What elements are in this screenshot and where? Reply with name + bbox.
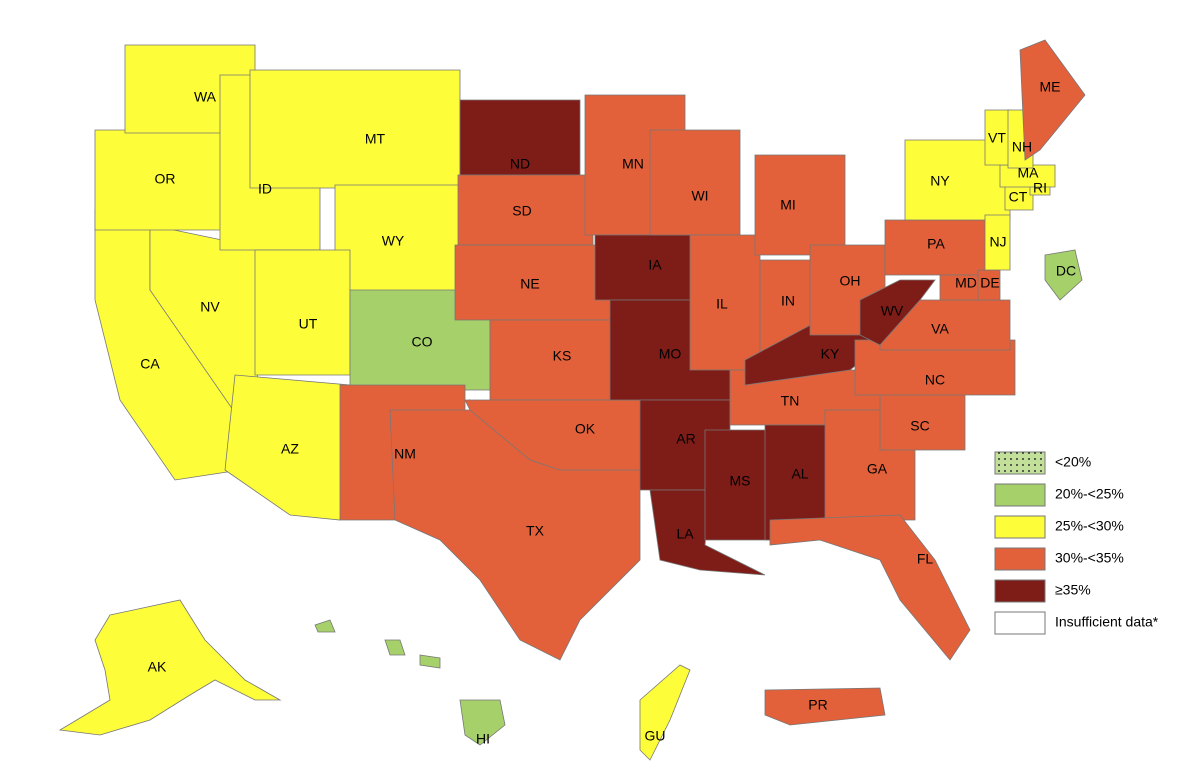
state-label: KS: [553, 348, 572, 364]
state-label: WI: [691, 188, 708, 204]
legend-pattern: [995, 452, 1045, 474]
legend-label: <20%: [1055, 454, 1091, 470]
state-label: IL: [716, 296, 728, 312]
state-label: TN: [781, 393, 800, 409]
state-label: MN: [622, 156, 644, 172]
state-label: WV: [881, 303, 904, 319]
state-label: OK: [575, 421, 596, 437]
state: [754, 154, 846, 256]
state-label: OH: [840, 273, 861, 289]
state-label: MD: [955, 275, 977, 291]
state: [254, 249, 351, 376]
state-label: AK: [148, 659, 167, 675]
state-label: MO: [659, 346, 682, 362]
state-label: PA: [927, 236, 945, 252]
state-label: HI: [476, 731, 490, 747]
state-label: SD: [512, 203, 531, 219]
legend-label: ≥35%: [1055, 582, 1091, 598]
state-label: NM: [394, 446, 416, 462]
state: [58, 599, 282, 736]
state-label: NH: [1012, 139, 1032, 155]
state-label: CT: [1009, 189, 1028, 205]
state: [764, 687, 886, 726]
state: [859, 279, 936, 346]
state: [769, 514, 971, 661]
legend-swatch: [994, 547, 1046, 571]
state-label: SC: [910, 418, 929, 434]
state-label: AZ: [281, 441, 299, 457]
state-label: WY: [382, 233, 405, 249]
state-label: AR: [676, 431, 695, 447]
state: [314, 619, 506, 746]
state: [1044, 249, 1083, 301]
state-label: OR: [155, 171, 176, 187]
state-label: NE: [520, 276, 539, 292]
state-label: RI: [1033, 180, 1047, 196]
state-label: WA: [194, 89, 217, 105]
legend-swatch: [994, 611, 1046, 635]
state-label: VA: [931, 321, 949, 337]
state-label: KY: [821, 346, 840, 362]
state-label: MA: [1018, 165, 1040, 181]
state-label: FL: [917, 551, 934, 567]
state-label: VT: [988, 130, 1006, 146]
legend-swatch: [994, 483, 1046, 507]
state-label: ME: [1040, 79, 1061, 95]
state: [249, 69, 461, 189]
legend-swatch: [994, 579, 1046, 603]
state-label: CA: [140, 356, 160, 372]
state-label: DC: [1056, 263, 1076, 279]
state-label: NJ: [989, 234, 1006, 250]
state-label: NV: [200, 299, 220, 315]
state: [999, 164, 1056, 188]
state: [224, 374, 351, 521]
state-label: GA: [867, 461, 888, 477]
state-label: LA: [676, 526, 694, 542]
state: [639, 664, 691, 761]
legend-label: 30%-<35%: [1055, 550, 1124, 566]
state: [1019, 39, 1086, 161]
legend-label: 25%-<30%: [1055, 518, 1124, 534]
state-label: MT: [365, 131, 386, 147]
state-label: UT: [299, 316, 318, 332]
state-label: AL: [791, 466, 808, 482]
state-label: GU: [645, 728, 666, 744]
state: [649, 129, 741, 236]
state-label: ND: [510, 156, 530, 172]
legend-label: Insufficient data*: [1055, 614, 1159, 630]
legend-label: 20%-<25%: [1055, 486, 1124, 502]
state-label: IN: [781, 293, 795, 309]
state-label: ID: [258, 181, 272, 197]
state-label: NC: [925, 372, 945, 388]
state-label: MI: [780, 197, 796, 213]
state-label: PR: [808, 697, 827, 713]
state-label: CO: [412, 334, 433, 350]
state-label: TX: [526, 523, 545, 539]
state: [984, 214, 1011, 271]
state-label: NY: [930, 173, 950, 189]
state-label: DE: [980, 275, 999, 291]
legend-swatch: [994, 515, 1046, 539]
state-label: IA: [648, 257, 662, 273]
state-label: MS: [730, 473, 751, 489]
